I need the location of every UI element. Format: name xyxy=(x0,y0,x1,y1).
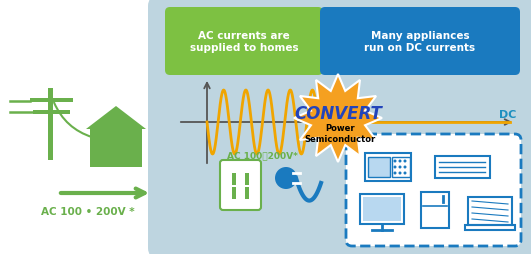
FancyBboxPatch shape xyxy=(148,0,531,254)
Polygon shape xyxy=(294,74,382,162)
Bar xyxy=(365,153,411,181)
Bar xyxy=(30,98,73,102)
Text: AC 100・200V*: AC 100・200V* xyxy=(227,151,297,161)
Polygon shape xyxy=(158,112,178,138)
Text: Many appliances
run on DC currents: Many appliances run on DC currents xyxy=(364,30,476,53)
Circle shape xyxy=(393,166,397,168)
Bar xyxy=(465,225,515,230)
FancyBboxPatch shape xyxy=(346,134,521,246)
FancyBboxPatch shape xyxy=(165,7,323,75)
Bar xyxy=(245,173,249,185)
Bar xyxy=(434,156,490,178)
Bar xyxy=(232,187,236,199)
Bar xyxy=(468,197,512,225)
Bar xyxy=(368,157,390,177)
Circle shape xyxy=(398,171,401,174)
Circle shape xyxy=(393,171,397,174)
FancyBboxPatch shape xyxy=(320,7,520,75)
Text: Power
Semiconductor: Power Semiconductor xyxy=(304,124,375,144)
Circle shape xyxy=(404,160,407,163)
Circle shape xyxy=(275,167,297,189)
Circle shape xyxy=(404,166,407,168)
FancyBboxPatch shape xyxy=(220,160,261,210)
Bar xyxy=(33,110,70,114)
Bar xyxy=(90,129,142,167)
Circle shape xyxy=(393,160,397,163)
Circle shape xyxy=(398,166,401,168)
Circle shape xyxy=(404,171,407,174)
Text: DC: DC xyxy=(499,110,517,120)
Bar xyxy=(48,88,53,160)
Bar xyxy=(363,197,401,221)
Text: CONVERT: CONVERT xyxy=(294,105,382,123)
Bar xyxy=(421,192,449,228)
Circle shape xyxy=(398,160,401,163)
Bar xyxy=(392,157,410,177)
Text: AC 100 • 200V *: AC 100 • 200V * xyxy=(41,207,135,217)
Bar xyxy=(245,187,249,199)
Bar xyxy=(232,173,236,185)
Text: AC currents are
supplied to homes: AC currents are supplied to homes xyxy=(190,30,298,53)
Bar xyxy=(360,194,404,224)
Polygon shape xyxy=(86,106,146,129)
